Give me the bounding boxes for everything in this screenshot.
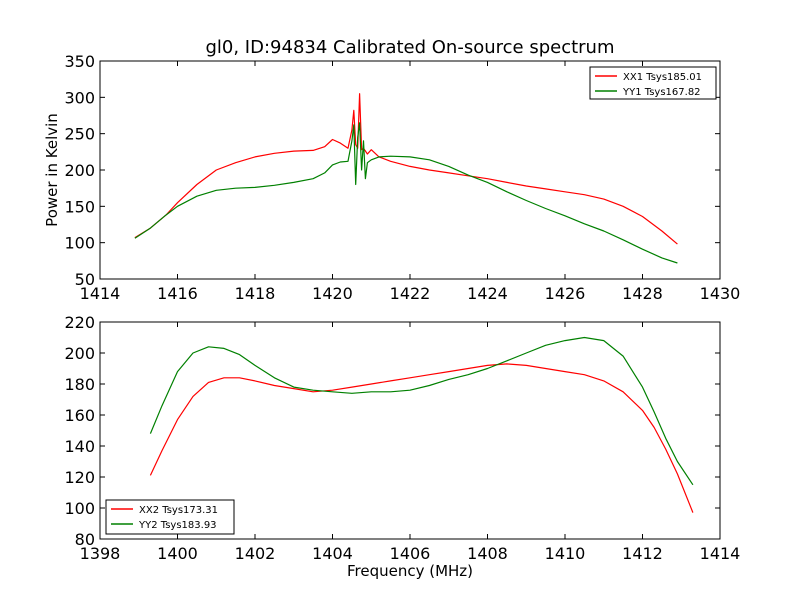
top-y-tick-label: 250 bbox=[64, 125, 95, 144]
bottom-y-tick-label: 180 bbox=[64, 375, 95, 394]
top-x-tick-label: 1414 bbox=[80, 284, 121, 303]
bottom-x-tick-label: 1410 bbox=[545, 544, 586, 563]
top-x-tick-label: 1424 bbox=[467, 284, 508, 303]
bottom-x-tick-label: 1398 bbox=[80, 544, 121, 563]
bottom-y-tick-label: 120 bbox=[64, 468, 95, 487]
bottom-y-tick-label: 220 bbox=[64, 313, 95, 332]
top-y-axis-label: Power in Kelvin bbox=[43, 113, 61, 227]
bottom-series-line-2 bbox=[149, 336, 694, 486]
top-y-tick-label: 350 bbox=[64, 52, 95, 71]
bottom-panel: 1398 1400 1402 1404 1406 1408 1410 1412 1414 80 10… bbox=[64, 313, 740, 580]
bottom-series-group bbox=[149, 336, 694, 513]
bottom-y-tick-label: 140 bbox=[64, 437, 95, 456]
bottom-y-tick-label: 200 bbox=[64, 344, 95, 363]
top-x-tick-label: 1428 bbox=[622, 284, 663, 303]
bottom-x-axis-label: Frequency (MHz) bbox=[347, 562, 473, 580]
bottom-x-tick-label: 1406 bbox=[390, 544, 431, 563]
bottom-y-tick-label: 80 bbox=[75, 530, 95, 549]
top-x-tick-label: 1430 bbox=[700, 284, 741, 303]
top-legend-box bbox=[589, 66, 717, 100]
top-legend: XX1 Tsys185.01 YY1 Tsys167.82 bbox=[589, 66, 717, 100]
top-x-tick-label: 1420 bbox=[312, 284, 353, 303]
bottom-series-line-1 bbox=[149, 363, 694, 513]
top-x-tick-label: 1422 bbox=[390, 284, 431, 303]
top-y-tick-label: 300 bbox=[64, 88, 95, 107]
top-legend-label-1: XX1 Tsys185.01 bbox=[623, 72, 702, 83]
top-y-tick-label: 150 bbox=[64, 197, 95, 216]
bottom-legend-box bbox=[105, 499, 235, 535]
bottom-y-tick-label: 100 bbox=[64, 499, 95, 518]
top-y-tick-label: 200 bbox=[64, 161, 95, 180]
bottom-x-tick-label: 1414 bbox=[700, 544, 741, 563]
figure-title: gl0, ID:94834 Calibrated On-source spect… bbox=[205, 37, 614, 58]
bottom-x-tick-label: 1404 bbox=[312, 544, 353, 563]
top-series-line-1 bbox=[134, 93, 678, 245]
top-series-group bbox=[134, 93, 678, 264]
top-x-tick-label: 1426 bbox=[545, 284, 586, 303]
top-x-tick-label: 1418 bbox=[235, 284, 276, 303]
bottom-x-tick-label: 1400 bbox=[157, 544, 198, 563]
top-panel: 1414 1416 1418 1420 1422 1424 1426 1428 1430 50 10… bbox=[43, 52, 740, 303]
top-x-tick-label: 1416 bbox=[157, 284, 198, 303]
bottom-x-tick-label: 1402 bbox=[235, 544, 276, 563]
top-y-tick-label: 50 bbox=[75, 270, 95, 289]
top-series-line-2 bbox=[134, 122, 678, 264]
top-legend-label-2: YY1 Tsys167.82 bbox=[622, 87, 701, 98]
bottom-y-tick-label: 160 bbox=[64, 406, 95, 425]
bottom-legend-label-2: YY2 Tsys183.93 bbox=[138, 520, 217, 531]
top-y-tick-label: 100 bbox=[64, 234, 95, 253]
bottom-x-tick-label: 1412 bbox=[622, 544, 663, 563]
bottom-x-tick-label: 1408 bbox=[467, 544, 508, 563]
bottom-legend-label-1: XX2 Tsys173.31 bbox=[139, 505, 218, 516]
bottom-legend: XX2 Tsys173.31 YY2 Tsys183.93 bbox=[105, 499, 235, 535]
